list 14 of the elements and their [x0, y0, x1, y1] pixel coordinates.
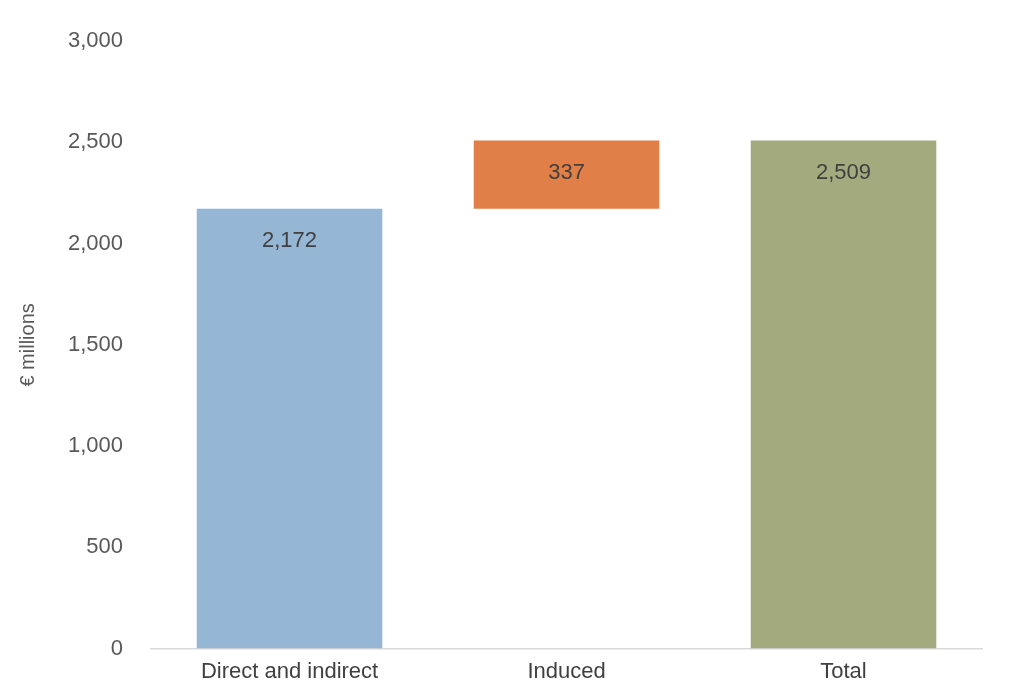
- data-label: 2,172: [262, 226, 318, 252]
- data-label: 2,509: [815, 158, 872, 184]
- y-tick-label: 2,000: [67, 229, 124, 255]
- y-tick-label: 1,000: [67, 432, 124, 458]
- y-tick-label: 2,500: [67, 128, 124, 154]
- y-tick-label: 1,500: [67, 330, 124, 356]
- x-tick-label: Direct and indirect: [200, 657, 379, 683]
- y-tick-label: 3,000: [67, 27, 124, 53]
- x-tick-label: Induced: [527, 657, 606, 683]
- data-label: 337: [548, 158, 585, 184]
- y-axis-title: € millions: [15, 303, 38, 387]
- y-tick-label: 0: [110, 634, 124, 660]
- x-tick-label: Total: [820, 657, 867, 683]
- y-tick-label: 500: [86, 533, 124, 559]
